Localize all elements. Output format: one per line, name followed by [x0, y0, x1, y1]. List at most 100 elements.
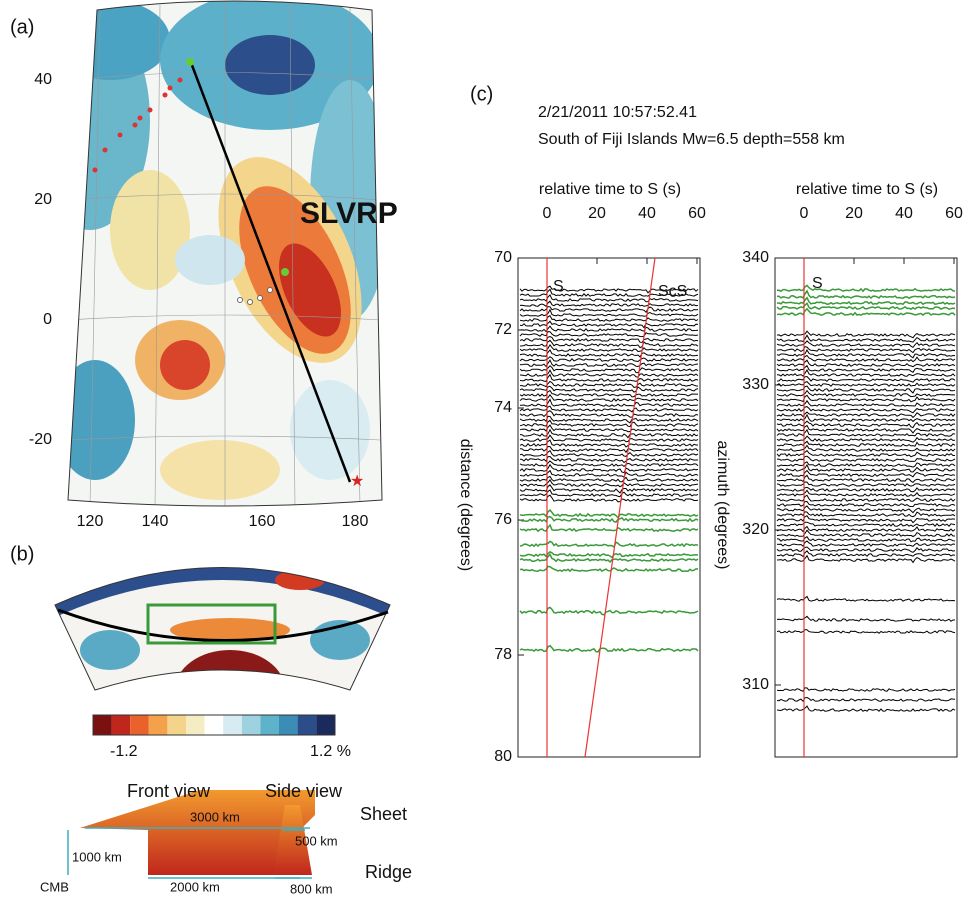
colorbar-cell — [186, 715, 205, 735]
waveform — [519, 515, 699, 523]
waveform — [519, 389, 699, 398]
front-view — [80, 790, 315, 875]
waveform — [519, 325, 699, 333]
colorbar-frame — [92, 714, 336, 736]
waveform — [519, 469, 699, 478]
x-tick-label: 60 — [945, 205, 963, 222]
waveform — [519, 365, 699, 374]
waveform — [776, 413, 956, 423]
map-frame — [67, 0, 383, 507]
waveform — [776, 529, 955, 538]
dim: 1000 km — [72, 849, 122, 864]
panel-label: (c) — [470, 83, 493, 105]
waveform — [776, 399, 956, 407]
waveform — [519, 343, 699, 353]
y-tick-label: 72 — [494, 321, 512, 338]
colorbar-max: 1.2 % — [310, 743, 351, 760]
waveform — [519, 300, 699, 308]
waveform — [519, 489, 699, 498]
waveform — [776, 489, 956, 497]
y-tick-label: 340 — [742, 249, 769, 266]
event-star: ★ — [350, 473, 364, 490]
waveform — [519, 349, 699, 358]
y-axis-label: azimuth (degrees) — [714, 441, 731, 570]
lon-tick-label: 180 — [342, 513, 369, 530]
colorbar-cell — [93, 715, 112, 735]
x-tick-label: 20 — [588, 205, 606, 222]
waveform — [776, 615, 955, 622]
waveform — [519, 449, 699, 457]
waveform — [776, 546, 956, 553]
waveform — [519, 479, 699, 488]
x-axis-label: relative time to S (s) — [539, 181, 681, 198]
waveform — [776, 394, 956, 403]
phase-line — [584, 257, 656, 758]
waveform — [519, 553, 699, 563]
panel-label: (a) — [10, 16, 34, 38]
waveform — [519, 339, 699, 349]
colorbar-cell — [223, 715, 242, 735]
phase-label: S — [553, 278, 564, 295]
waveform — [776, 296, 956, 306]
waveform — [519, 373, 699, 382]
x-tick-label: 20 — [845, 205, 863, 222]
waveform — [776, 494, 956, 502]
waveform — [776, 307, 956, 317]
waveform — [776, 515, 956, 524]
waveform — [776, 525, 956, 533]
waveform — [776, 505, 956, 514]
waveform — [519, 523, 699, 533]
waveform — [776, 359, 956, 368]
lon-tick-label: 120 — [77, 513, 104, 530]
waveform — [776, 420, 955, 429]
waveform — [776, 406, 956, 414]
phase-label: S — [812, 275, 823, 292]
waveform — [776, 284, 956, 293]
waveform — [519, 424, 699, 433]
colorbar-cell — [204, 715, 224, 735]
event: South of Fiji Islands Mw=6.5 depth=558 k… — [538, 131, 845, 148]
plot-frame — [517, 257, 701, 758]
x-tick-label: 0 — [543, 205, 552, 222]
colorbar-cell — [279, 715, 298, 735]
waveform — [776, 435, 956, 443]
stations — [92, 77, 183, 173]
sheet-label: Sheet — [360, 804, 407, 824]
waveform — [519, 509, 699, 519]
waveform — [776, 521, 956, 528]
y-tick-label: 330 — [742, 376, 769, 393]
waveform — [776, 348, 956, 359]
waveform — [520, 380, 699, 388]
waveform — [519, 320, 699, 329]
stations-2 — [237, 287, 273, 305]
waveform — [776, 500, 956, 508]
waveform — [519, 484, 699, 494]
waveform — [519, 475, 699, 483]
date: 2/21/2011 10:57:52.41 — [538, 104, 697, 121]
x-axis-label: relative time to S (s) — [796, 181, 938, 198]
waveform — [776, 381, 956, 387]
waveform — [776, 486, 956, 493]
x-tick-label: 40 — [895, 205, 913, 222]
colorbar-cell — [241, 715, 261, 735]
colorbar-cell — [111, 715, 131, 735]
lat-tick-label: -20 — [29, 431, 52, 448]
waveform — [519, 294, 699, 303]
waveform — [519, 359, 699, 368]
y-tick-label: 78 — [494, 646, 512, 663]
dimension-lines — [67, 827, 312, 879]
plot-frame — [774, 257, 958, 758]
waveform — [519, 385, 699, 393]
ray-path — [57, 608, 389, 642]
side-view-label: Side view — [265, 781, 343, 801]
waveform — [519, 606, 699, 616]
waveform — [776, 540, 956, 547]
waveform — [776, 444, 956, 452]
waveform — [776, 389, 956, 398]
waveform — [776, 595, 956, 602]
waveform — [519, 565, 699, 573]
dim: 3000 km — [190, 809, 240, 824]
waveform — [519, 415, 699, 424]
colorbar-cell — [316, 715, 335, 735]
colorbar-cell — [130, 715, 149, 735]
